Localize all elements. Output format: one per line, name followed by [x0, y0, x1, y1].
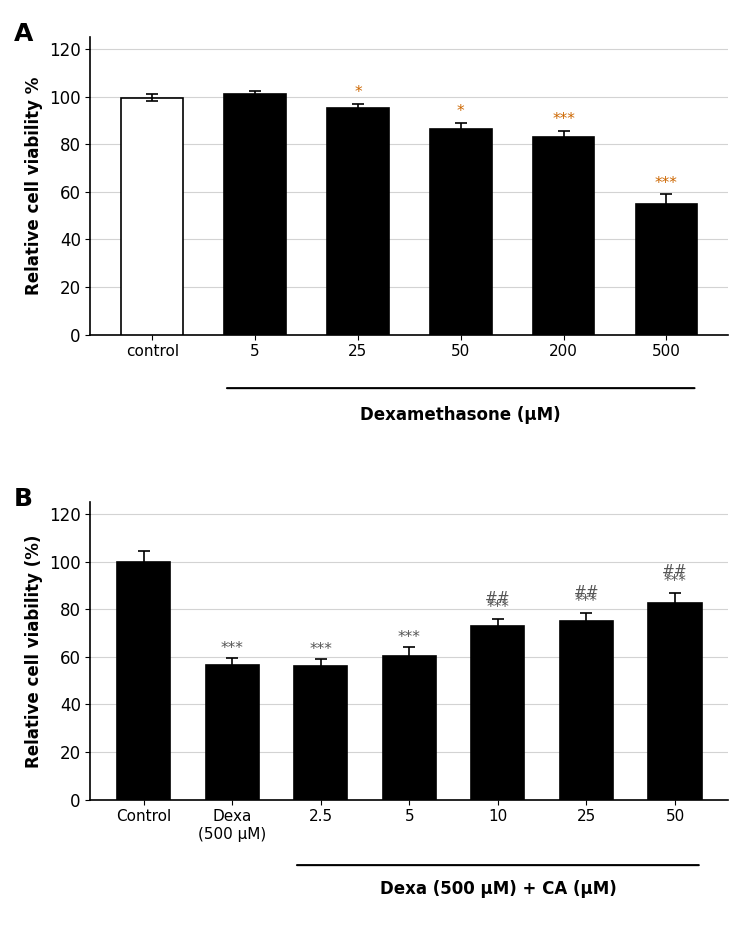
Text: ***: ***	[655, 176, 678, 191]
Text: ##: ##	[574, 584, 599, 600]
Y-axis label: Relative cell viability %: Relative cell viability %	[25, 77, 43, 295]
Bar	[471, 626, 524, 800]
Text: A: A	[14, 22, 34, 46]
Text: ***: ***	[486, 600, 509, 615]
Bar	[294, 667, 348, 800]
Bar	[206, 665, 258, 800]
Text: B: B	[14, 487, 33, 511]
Bar	[224, 94, 286, 334]
Bar	[560, 621, 613, 800]
Bar	[636, 204, 697, 334]
Text: ***: ***	[575, 594, 598, 609]
Text: ***: ***	[664, 574, 687, 589]
Bar	[533, 137, 595, 334]
Bar	[121, 98, 183, 334]
Text: ***: ***	[221, 641, 243, 656]
Y-axis label: Relative cell viability (%): Relative cell viability (%)	[25, 534, 43, 768]
Bar	[327, 108, 389, 334]
Text: Dexamethasone (μM): Dexamethasone (μM)	[360, 406, 561, 424]
Text: ##: ##	[485, 591, 511, 606]
Text: Dexa (500 μM) + CA (μM): Dexa (500 μM) + CA (μM)	[380, 880, 616, 898]
Text: ***: ***	[552, 112, 575, 128]
Bar	[383, 656, 436, 800]
Bar	[649, 603, 702, 800]
Text: ##: ##	[662, 565, 688, 580]
Text: ***: ***	[398, 630, 421, 644]
Text: ***: ***	[309, 642, 333, 657]
Text: *: *	[354, 85, 362, 100]
Bar	[117, 562, 170, 800]
Text: *: *	[457, 104, 464, 119]
Bar	[430, 129, 491, 334]
